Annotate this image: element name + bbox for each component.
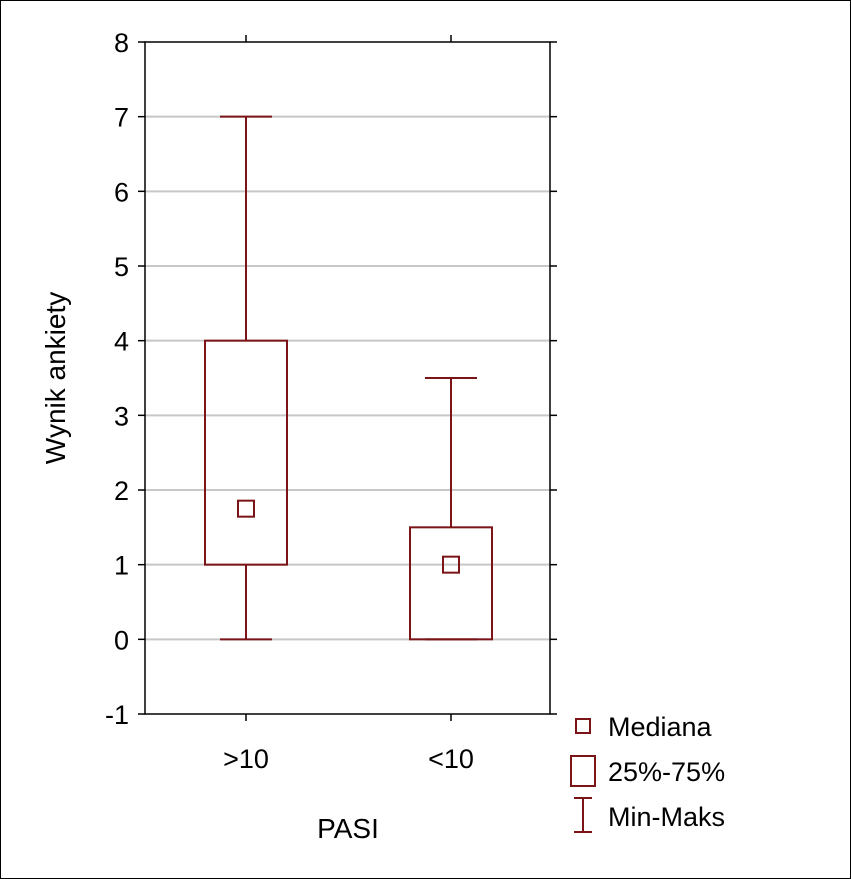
y-axis-title: Wynik ankiety	[40, 292, 71, 464]
y-tick-label: 6	[114, 177, 129, 207]
y-tick-label: -1	[105, 700, 129, 730]
y-tick-label: 1	[114, 551, 129, 581]
box-group	[409, 377, 493, 641]
y-tick-label: 3	[114, 401, 129, 431]
y-tick-label: 0	[114, 625, 129, 655]
legend-box-symbol	[570, 755, 596, 787]
plot-area-border	[144, 41, 551, 715]
y-tick-label: 7	[114, 103, 129, 133]
y-tick-label: 8	[114, 28, 129, 58]
y-tick-label: 4	[114, 327, 129, 357]
legend-label: Min-Maks	[608, 802, 725, 832]
y-axis-ticks: -1 0 1 2 3 4 5 6 7 8	[105, 28, 557, 730]
x-axis-title: PASI	[317, 813, 379, 844]
legend-label: Mediana	[608, 712, 713, 742]
boxes	[204, 115, 493, 641]
median-marker	[237, 499, 255, 518]
legend-label: 25%-75%	[608, 757, 725, 787]
x-tick-label: <10	[428, 744, 474, 774]
iqr-box	[204, 339, 288, 566]
iqr-box	[409, 526, 493, 641]
box-group	[204, 115, 288, 641]
x-axis-ticks: >10 <10	[223, 35, 474, 774]
y-tick-label: 5	[114, 252, 129, 282]
legend-median-symbol	[575, 718, 591, 734]
median-marker	[442, 555, 460, 574]
legend: Mediana 25%-75% Min-Maks	[570, 712, 725, 833]
x-tick-label: >10	[223, 744, 269, 774]
y-tick-label: 2	[114, 476, 129, 506]
